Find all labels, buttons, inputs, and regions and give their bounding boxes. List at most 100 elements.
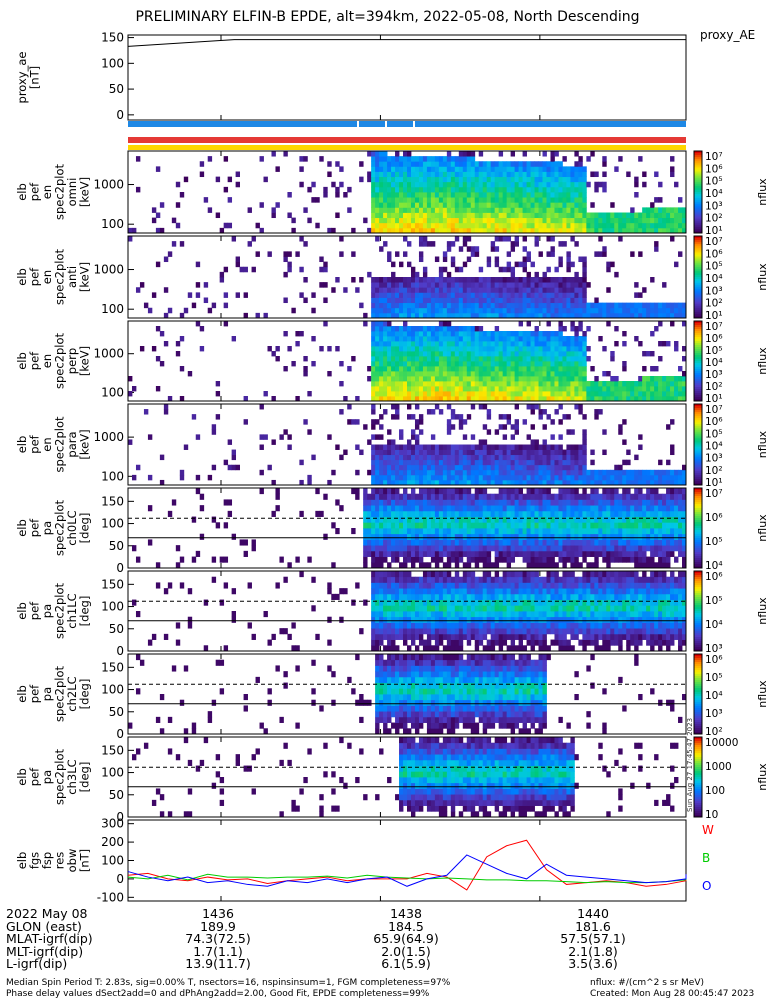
spectrogram-pixel <box>674 479 679 486</box>
spectrogram-pixel <box>379 297 384 304</box>
spectrogram-pixel <box>395 171 400 178</box>
spectrogram-pixel <box>410 449 416 456</box>
spectrogram-pixel <box>399 222 404 229</box>
spectrogram-pixel <box>375 346 380 352</box>
spectrogram-pixel <box>518 356 523 362</box>
spectrogram-pixel <box>454 464 460 471</box>
spectrogram-pixel <box>307 474 312 481</box>
spectrogram-pixel <box>498 341 504 347</box>
spectrogram-pixel <box>422 222 428 229</box>
pitch-angle-pixel <box>670 516 675 523</box>
spectrogram-pixel <box>175 202 181 208</box>
spectrogram-pixel <box>614 222 619 229</box>
pitch-angle-pixel <box>562 545 567 552</box>
spectrogram-pixel <box>646 302 651 309</box>
spectrogram-pixel <box>391 414 396 420</box>
colorbar-cell <box>694 325 702 328</box>
spectrogram-pixel <box>478 361 484 367</box>
spectrogram-pixel <box>478 197 484 203</box>
spectrogram-pixel <box>418 449 424 456</box>
spectrogram-pixel <box>458 454 464 461</box>
colorbar-cell <box>694 175 702 179</box>
spectrogram-pixel <box>574 217 579 224</box>
spectrogram-pixel <box>602 171 607 178</box>
spectrogram-pixel <box>678 376 683 382</box>
spectrogram-pixel <box>442 331 448 337</box>
pitch-angle-pixel <box>566 545 571 552</box>
spectrogram-pixel <box>530 297 535 304</box>
spectrogram-pixel <box>303 156 308 162</box>
spectrogram-pixel <box>434 454 440 461</box>
spectrogram-pixel <box>414 156 420 162</box>
spectrogram-pixel <box>550 469 555 476</box>
spectrogram-pixel <box>506 474 512 481</box>
spectrogram-pixel <box>395 444 400 450</box>
pitch-angle-pixel <box>446 533 452 540</box>
pitch-angle-pixel <box>351 488 356 495</box>
spectrogram-pixel <box>414 419 420 425</box>
spectrogram-pixel <box>474 396 480 402</box>
spectrogram-pixel <box>454 156 460 162</box>
pitch-angle-pixel <box>618 493 623 500</box>
pitch-angle-pixel <box>371 499 376 506</box>
spectrogram-pixel <box>430 356 436 362</box>
pitch-angle-pixel <box>574 499 579 506</box>
spectrogram-pixel <box>387 282 392 288</box>
pitch-angle-pixel <box>403 562 408 569</box>
pitch-angle-pixel <box>438 510 444 517</box>
spectrogram-pixel <box>538 371 543 377</box>
spectrogram-pixel <box>606 302 611 309</box>
spectrogram-pixel <box>466 197 472 203</box>
spectrogram-pixel <box>414 386 420 392</box>
spectrogram-pixel <box>482 292 488 298</box>
spectrogram-pixel <box>151 346 157 352</box>
pitch-angle-pixel <box>550 505 555 512</box>
spectrogram-pixel <box>682 376 687 382</box>
spectrogram-pixel <box>626 302 631 309</box>
spectrogram-pixel <box>502 331 508 337</box>
spectrogram-pixel <box>438 297 444 304</box>
spectrogram-pixel <box>450 459 456 466</box>
spectrogram-pixel <box>383 326 388 332</box>
spectrogram-pixel <box>658 222 663 229</box>
colorbar-cell <box>694 478 702 482</box>
spectrogram-pixel <box>530 336 535 342</box>
pitch-angle-pixel <box>586 562 591 569</box>
spectrogram-pixel <box>630 391 635 397</box>
pitch-angle-pixel <box>363 556 368 563</box>
spectrogram-pixel <box>395 277 400 283</box>
spectrogram-pixel <box>530 449 535 456</box>
spectrogram-pixel <box>446 307 452 314</box>
colorbar-cell <box>694 393 702 396</box>
spectrogram-pixel <box>215 176 221 183</box>
spectrogram-pixel <box>379 217 384 224</box>
spectrogram-pixel <box>538 464 543 471</box>
spectrogram-pixel <box>375 176 380 183</box>
spectrogram-pixel <box>478 266 484 273</box>
spectrogram-pixel <box>446 366 452 372</box>
spectrogram-pixel <box>414 326 420 332</box>
pitch-angle-pixel <box>462 505 468 512</box>
spectrogram-pixel <box>466 444 472 450</box>
spectrogram-pixel <box>414 186 420 193</box>
spectrogram-pixel <box>498 171 504 178</box>
pitch-angle-pixel <box>646 539 651 546</box>
pitch-angle-pixel <box>542 556 547 563</box>
spectrogram-pixel <box>546 197 551 203</box>
spectrogram-pixel <box>438 381 444 387</box>
pitch-angle-pixel <box>414 493 420 500</box>
spectrogram-pixel <box>486 277 492 283</box>
pitch-angle-pixel <box>594 493 599 500</box>
spectrogram-pixel <box>351 356 356 362</box>
y-tick-label: 0 <box>116 108 124 122</box>
spectrogram-pixel <box>231 449 237 456</box>
spectrogram-pixel <box>654 386 659 392</box>
spectrogram-pixel <box>271 396 276 402</box>
spectrogram-pixel <box>438 336 444 342</box>
pitch-angle-pixel <box>379 522 384 529</box>
pitch-angle-pixel <box>590 533 595 540</box>
spectrogram-pixel <box>407 414 412 420</box>
pitch-angle-pixel <box>211 556 217 563</box>
spectrogram-pixel <box>518 287 523 293</box>
